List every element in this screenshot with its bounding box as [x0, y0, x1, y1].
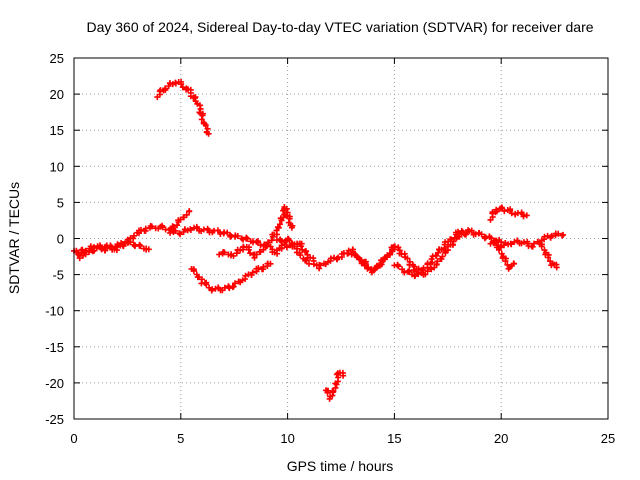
y-tick-label: 5	[57, 195, 64, 210]
x-tick-label: 0	[70, 431, 77, 446]
x-tick-label: 25	[601, 431, 615, 446]
x-axis-label: GPS time / hours	[287, 458, 394, 474]
data-points	[348, 227, 505, 276]
series-arc-g	[348, 227, 505, 276]
data-points	[75, 208, 193, 258]
data-points	[167, 204, 296, 249]
data-points	[487, 204, 530, 223]
series-arc-low	[323, 369, 347, 402]
tick-labels: 0 5 10 15 20 25 25 20 15 10 5 0 -5 -10 -15 -20 -25	[45, 51, 615, 446]
series-arc-i	[487, 204, 530, 223]
y-axis-label: SDTVAR / TECUs	[6, 182, 22, 294]
data-series	[71, 78, 567, 402]
series-arc-b	[75, 208, 193, 258]
series-arc-k	[493, 244, 517, 272]
x-tick-label: 5	[177, 431, 184, 446]
x-tick-label: 10	[280, 431, 294, 446]
x-tick-label: 15	[387, 431, 401, 446]
data-points	[391, 228, 473, 280]
y-tick-label: -10	[45, 304, 64, 319]
plot-frame	[73, 57, 609, 420]
y-tick-label: 25	[50, 51, 64, 66]
data-points	[188, 260, 274, 294]
series-arc-e	[216, 235, 312, 267]
chart-title: Day 360 of 2024, Sidereal Day-to-day VTE…	[86, 19, 593, 35]
y-tick-label: 0	[57, 232, 64, 247]
series-arc-c	[167, 204, 296, 249]
data-points	[216, 235, 312, 267]
series-arc-h	[391, 228, 473, 280]
grid-lines	[74, 58, 608, 419]
y-tick-label: -5	[52, 268, 64, 283]
x-tick-label: 20	[494, 431, 508, 446]
series-arc-l	[536, 240, 560, 271]
y-tick-label: 15	[50, 123, 64, 138]
y-tick-label: 20	[50, 87, 64, 102]
y-tick-label: 10	[50, 159, 64, 174]
y-tick-label: -15	[45, 340, 64, 355]
y-tick-label: -20	[45, 376, 64, 391]
series-arc-d	[188, 260, 274, 294]
data-points	[493, 244, 517, 272]
data-points	[323, 369, 347, 402]
series-arc-upper	[154, 78, 212, 137]
data-points	[536, 240, 560, 271]
data-points	[154, 78, 212, 137]
y-tick-label: -25	[45, 412, 64, 427]
